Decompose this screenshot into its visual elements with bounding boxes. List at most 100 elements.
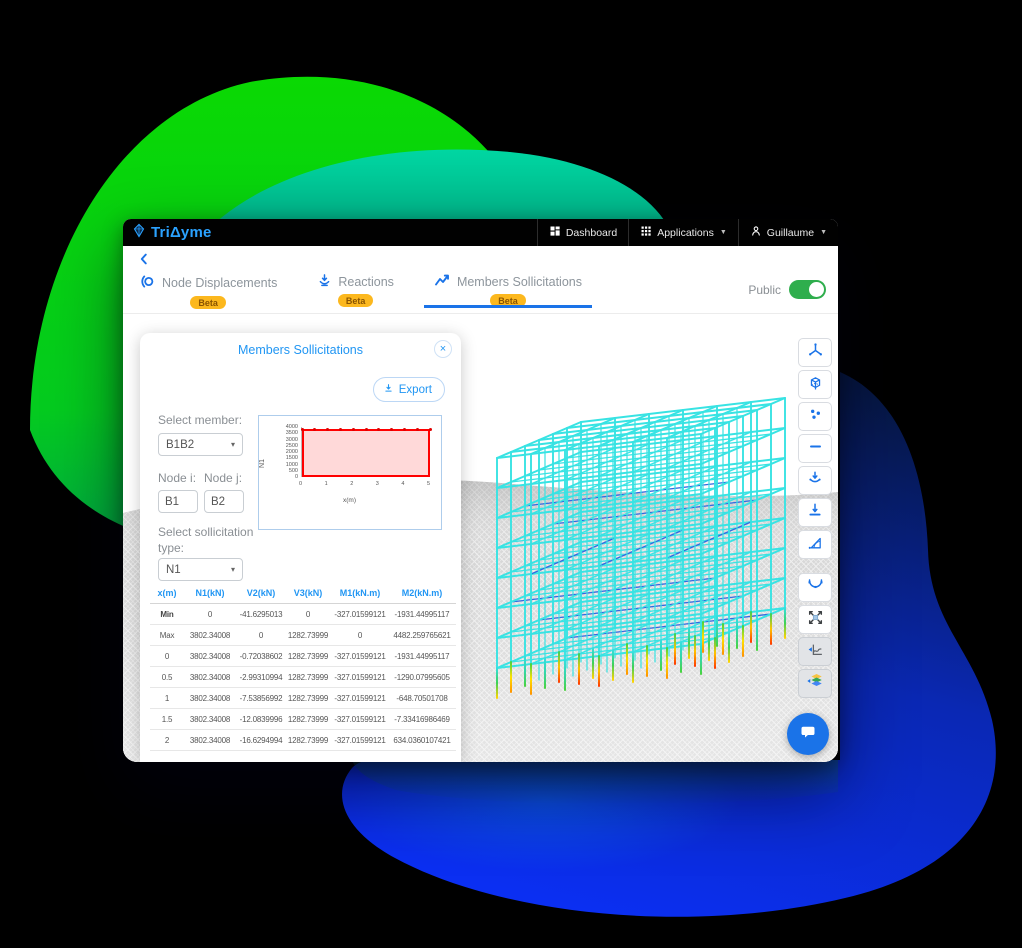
table-cell: -41.6295013 <box>239 609 283 619</box>
y-tick-label: 1500 <box>285 455 298 462</box>
tool-load-arc-button[interactable] <box>798 466 832 495</box>
select-type-label: Select sollicitation type: <box>158 525 254 555</box>
chevron-down-icon: ▾ <box>230 440 235 449</box>
table-cell: -1290.07995605 <box>394 672 450 682</box>
y-tick-label: 4000 <box>285 424 298 430</box>
table-cell: 3802.34008 <box>189 672 231 682</box>
table-row: 1.5 3802.34008 -12.0839996 1282.73999 -327.0… <box>150 709 456 730</box>
back-button[interactable] <box>135 250 153 268</box>
tool-expand-button[interactable] <box>798 605 832 634</box>
tool-support-arrow-button[interactable] <box>798 498 832 527</box>
x-tick-label: 4 <box>401 481 405 487</box>
panel-title: Members Sollicitations <box>237 343 364 357</box>
titlebar: TriΔyme Dashboard Applications ▼ Guillaume ▼ <box>123 219 838 246</box>
tab-members-sollicitations[interactable]: Members Sollicitations Beta <box>423 270 593 308</box>
x-tick-label: 0 <box>299 481 303 487</box>
y-tick-label: 500 <box>288 467 298 474</box>
chart-data-point <box>415 427 419 431</box>
table-cell: -0.72038602 <box>239 651 283 661</box>
tool-cube-button[interactable] <box>798 370 832 399</box>
nodes-icon <box>808 407 823 427</box>
chat-button[interactable] <box>787 713 829 755</box>
table-cell: 3802.34008 <box>189 714 231 724</box>
table-cell: -327.01599121 <box>334 714 386 724</box>
chart-area-series <box>302 429 430 477</box>
table-cell: -327.01599121 <box>334 735 386 745</box>
y-tick-label: 2500 <box>285 442 298 449</box>
table-cell: 0 <box>258 630 264 640</box>
column-header-v2-kn: V2(kN) <box>246 588 276 598</box>
x-tick-label: 5 <box>427 481 431 487</box>
table-row: 0 3802.34008 -0.72038602 1282.73999 -327.015… <box>150 646 456 667</box>
chart-data-point <box>338 427 342 431</box>
x-tick-label: 1 <box>324 481 328 487</box>
nav-item-applications[interactable]: Applications ▼ <box>628 219 738 246</box>
apps-grid-icon <box>640 225 652 240</box>
public-label: Public <box>748 282 781 297</box>
sollicitation-type-select[interactable]: N1 ▾ <box>158 558 243 581</box>
node-displacements-icon <box>139 273 156 293</box>
public-toggle[interactable] <box>789 280 826 299</box>
beta-badge: Beta <box>337 294 374 307</box>
tool-moment-diagram-button[interactable] <box>798 637 832 666</box>
deformed-shape-icon <box>807 577 824 599</box>
chart-x-label: x(m) <box>343 497 356 504</box>
table-cell: -1931.44995117 <box>394 609 450 619</box>
export-button[interactable]: Export <box>372 377 445 402</box>
table-cell: 2 <box>164 735 170 745</box>
column-header-v3-kn: V3(kN) <box>293 588 323 598</box>
table-cell: -1931.44995117 <box>394 651 450 661</box>
tool-support-triangle-button[interactable] <box>798 530 832 559</box>
node-i-field[interactable] <box>158 490 198 513</box>
member-line-icon <box>808 439 823 459</box>
member-select[interactable]: B1B2 ▾ <box>158 433 243 456</box>
table-cell: -7.53856992 <box>239 693 283 703</box>
node-j-field[interactable] <box>204 490 244 513</box>
chat-bubble-icon <box>798 722 818 747</box>
caret-down-icon: ▼ <box>719 229 727 236</box>
table-cell: 0 <box>357 630 363 640</box>
nav-item-guillaume[interactable]: Guillaume ▼ <box>737 219 838 246</box>
moment-diagram-icon <box>807 641 824 663</box>
tool-deformed-shape-button[interactable] <box>798 573 832 602</box>
member-select-value: B1B2 <box>166 438 195 451</box>
chevron-down-icon: ▾ <box>230 565 235 574</box>
results-table: x(m) N1(kN) V2(kN) V3(kN) M1(kN.m) M2(kN.m) Mi… <box>150 588 456 751</box>
building-wireframe <box>496 397 786 699</box>
table-cell: 3802.34008 <box>189 651 231 661</box>
table-cell: 0.5 <box>161 672 173 682</box>
viewport-toolbar <box>798 338 832 701</box>
table-cell: 1282.73999 <box>287 693 329 703</box>
tool-layers-button[interactable] <box>798 669 832 698</box>
tab-node-displacements[interactable]: Node Displacements Beta <box>129 270 287 309</box>
table-cell: -327.01599121 <box>334 693 386 703</box>
nav-item-label: Dashboard <box>565 226 618 239</box>
public-toggle-wrap: Public <box>748 280 826 299</box>
y-tick-label: 2000 <box>285 449 298 455</box>
tab-label: Node Displacements <box>162 276 278 290</box>
table-cell: 1282.73999 <box>287 735 329 745</box>
tool-nodes-button[interactable] <box>798 402 832 431</box>
table-cell: 3802.34008 <box>189 693 231 703</box>
chart-data-point <box>300 427 304 431</box>
close-icon[interactable]: × <box>434 340 452 358</box>
logo-gem-icon <box>132 223 146 242</box>
chart-plot-area <box>300 427 432 477</box>
table-cell: -327.01599121 <box>334 672 386 682</box>
tab-reactions[interactable]: Reactions Beta <box>307 270 404 307</box>
type-select-value: N1 <box>166 563 181 576</box>
nav-item-dashboard[interactable]: Dashboard <box>536 219 628 246</box>
reactions-icon <box>317 273 332 291</box>
table-cell: 1 <box>164 693 170 703</box>
app-logo[interactable]: TriΔyme <box>132 223 212 242</box>
export-icon <box>383 383 394 397</box>
logo-text: TriΔyme <box>151 224 212 241</box>
tool-member-line-button[interactable] <box>798 434 832 463</box>
node-i-label: Node i: <box>158 471 197 485</box>
y-tick-label: 0 <box>294 474 298 480</box>
tool-axes-3d-button[interactable] <box>798 338 832 367</box>
chart-data-point <box>351 427 355 431</box>
caret-down-icon: ▼ <box>820 229 827 236</box>
table-cell: -16.6294994 <box>239 735 283 745</box>
